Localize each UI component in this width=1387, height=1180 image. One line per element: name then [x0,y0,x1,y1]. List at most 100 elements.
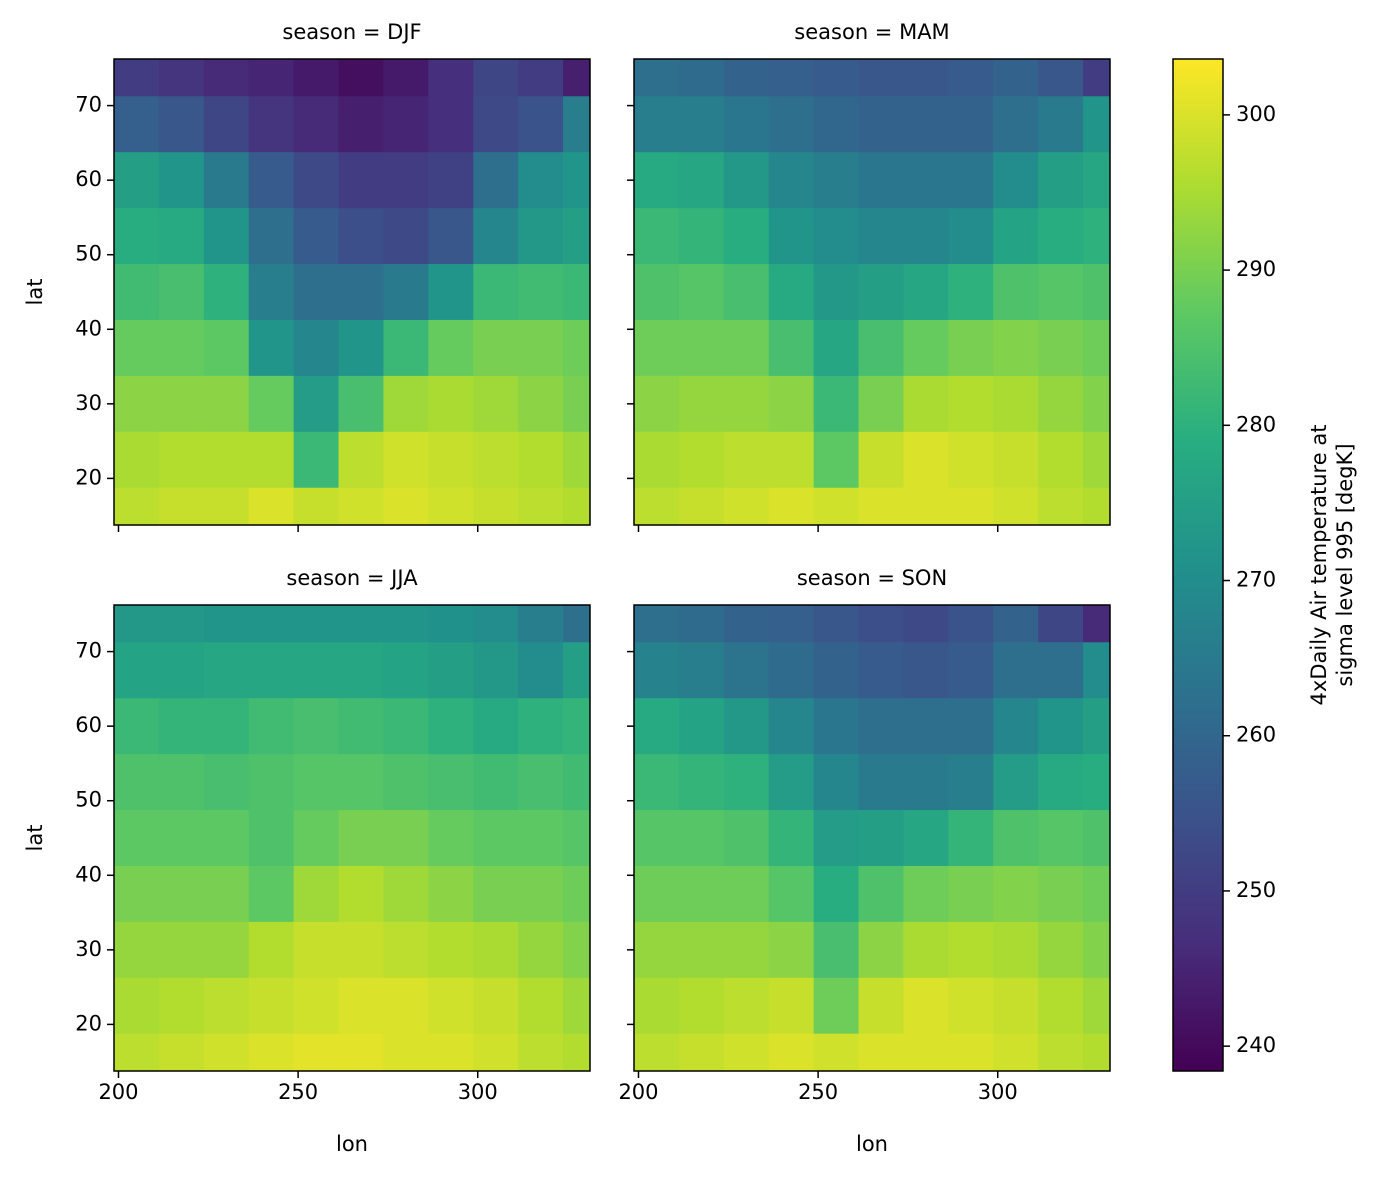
heat-cell [858,208,904,265]
heat-cell [338,698,384,755]
heat-cell [203,375,250,433]
heat-cell [858,319,904,377]
heat-cell [948,264,994,321]
heat-cell [678,375,725,433]
heat-cell [768,605,815,643]
heat-cell [158,754,205,811]
heat-cell [338,921,384,979]
heat-cell [473,1033,519,1072]
heat-cell [203,642,250,699]
colorbar-tick-label: 260 [1236,723,1276,747]
heat-cell [1083,96,1111,153]
heat-cell [338,152,384,209]
heat-cell [114,698,160,755]
heat-cell [768,921,815,979]
heat-cell [158,921,205,979]
heat-cell [1083,642,1111,699]
heat-cell [813,754,860,811]
heat-cell [293,865,340,923]
heat-cell [858,59,904,97]
heat-cell [473,431,519,489]
heat-cell [428,375,474,433]
heat-cell [634,810,680,867]
heat-cell [293,921,340,979]
heat-cell [293,487,340,526]
heat-cell [383,319,429,377]
heat-cell [203,865,250,923]
heat-cell [338,375,384,433]
heat-cell [903,487,949,526]
heat-cell [1083,977,1111,1035]
y-tick-label: 20 [75,465,102,489]
heat-cell [158,375,205,433]
heat-cell [248,1033,295,1072]
panel-frame [633,604,1111,1072]
heat-cell [203,208,250,265]
heat-cell [813,605,860,643]
heat-cell [428,431,474,489]
heat-cell [203,96,250,153]
heat-cell [248,642,295,699]
heat-cell [1083,264,1111,321]
x-tick-label: 300 [458,1080,498,1104]
heat-cell [858,264,904,321]
heat-cell [858,642,904,699]
heat-cell [338,264,384,321]
heat-cell [993,921,1039,979]
heat-cell [634,487,680,526]
heat-cell [383,208,429,265]
heat-cell [114,431,160,489]
heat-cell [338,754,384,811]
heat-cell [948,319,994,377]
heat-cell [1083,59,1111,97]
x-tick-label: 200 [98,1080,138,1104]
panel-title: season = MAM [794,20,949,44]
heat-cell [723,865,770,923]
heat-cell [634,375,680,433]
heat-cell [903,642,949,699]
heat-cell [473,59,519,97]
heat-cell [473,921,519,979]
heat-cell [473,810,519,867]
heat-cell [293,431,340,489]
heat-cell [678,698,725,755]
heat-cell [948,977,994,1035]
heat-cell [293,605,340,643]
heat-cell [1083,865,1111,923]
heat-cell [428,698,474,755]
heat-cell [858,375,904,433]
y-tick-label: 70 [75,93,102,117]
heat-cell [948,605,994,643]
heat-cell [158,96,205,153]
heat-cell [518,921,564,979]
heat-cell [768,152,815,209]
heat-cell [158,152,205,209]
heat-cell [428,865,474,923]
heat-cell [248,754,295,811]
heat-cell [993,698,1039,755]
heat-cell [678,208,725,265]
heat-cell [723,642,770,699]
heat-cell [383,431,429,489]
heat-cell [768,698,815,755]
y-tick-label: 70 [75,639,102,663]
heat-cell [813,698,860,755]
heat-cell [518,810,564,867]
heat-cell [993,208,1039,265]
heat-cell [383,977,429,1035]
heat-cell [428,96,474,153]
heat-cell [203,264,250,321]
heat-cell [563,605,591,643]
heat-cell [678,1033,725,1072]
y-axis-label: lat [23,279,47,306]
heat-cell [813,375,860,433]
heat-cell [293,698,340,755]
heat-cell [948,921,994,979]
heat-cell [1038,59,1084,97]
heat-cell [428,319,474,377]
colorbar-tick-label: 240 [1236,1033,1276,1057]
heat-cell [723,977,770,1035]
heat-cell [903,698,949,755]
heat-cell [858,96,904,153]
heat-cell [723,208,770,265]
